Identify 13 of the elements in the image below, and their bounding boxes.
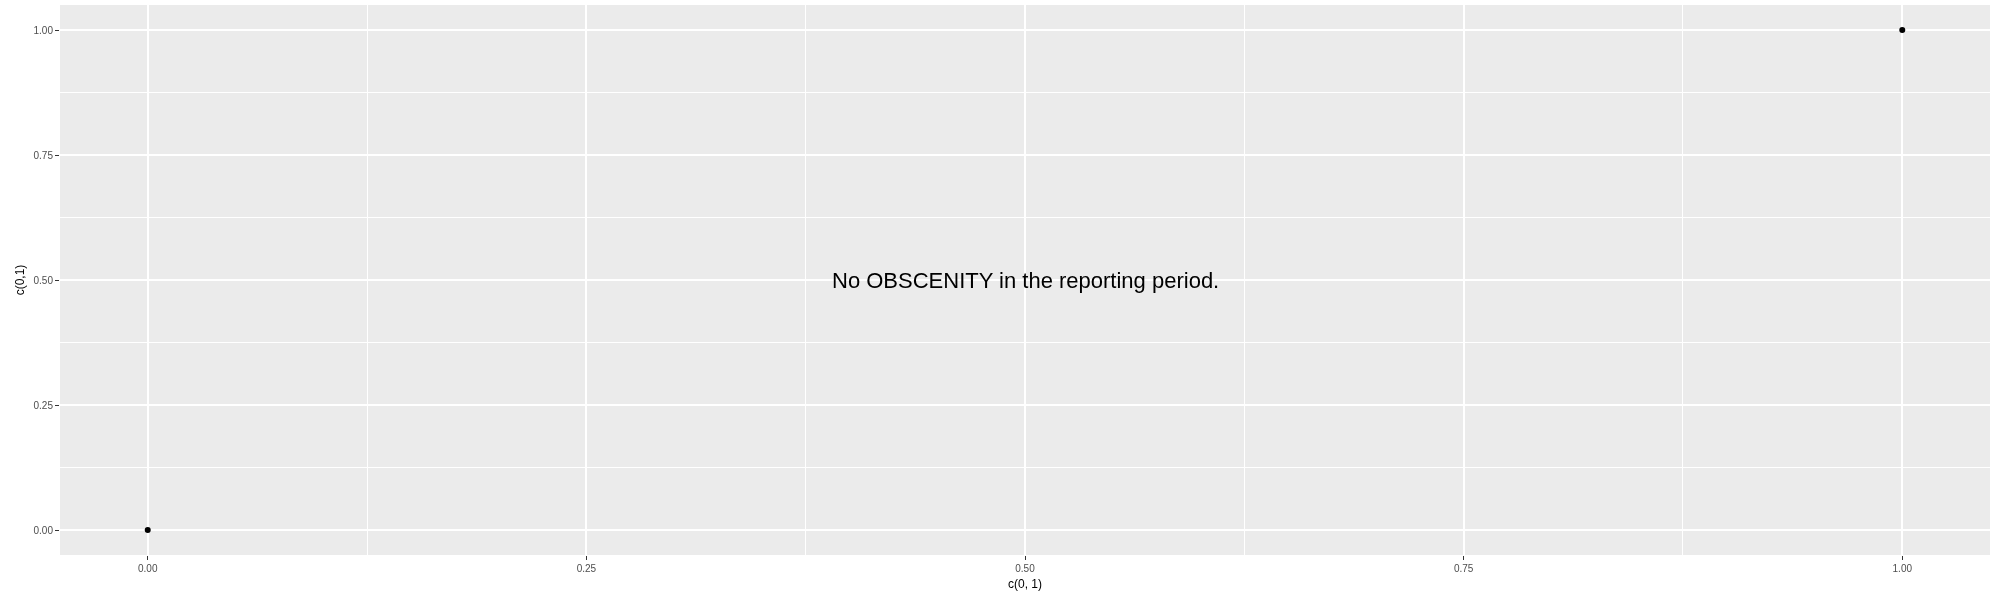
y-tick-label: 1.00	[33, 24, 54, 36]
x-tick-label: 0.50	[1015, 563, 1036, 574]
x-tick-label: 0.00	[138, 563, 158, 574]
y-tick-label: 0.50	[33, 274, 54, 286]
y-tick-label: 0.00	[33, 524, 54, 536]
x-tick-label: 0.75	[1453, 563, 1474, 574]
x-tick-label: 0.25	[576, 563, 597, 574]
x-tick-label: 1.00	[1892, 563, 1913, 574]
x-axis-title: c(0, 1)	[1007, 576, 1043, 591]
annotation: No OBSCENITY in the reporting period.	[832, 268, 1220, 293]
y-axis-title: c(0,1)	[12, 264, 27, 296]
y-tick-label: 0.25	[33, 399, 54, 411]
y-tick-label: 0.75	[33, 149, 54, 161]
